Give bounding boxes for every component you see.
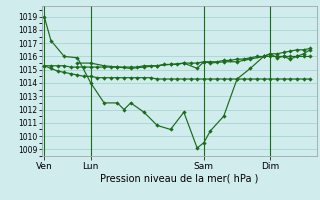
X-axis label: Pression niveau de la mer( hPa ): Pression niveau de la mer( hPa ) <box>100 173 258 183</box>
